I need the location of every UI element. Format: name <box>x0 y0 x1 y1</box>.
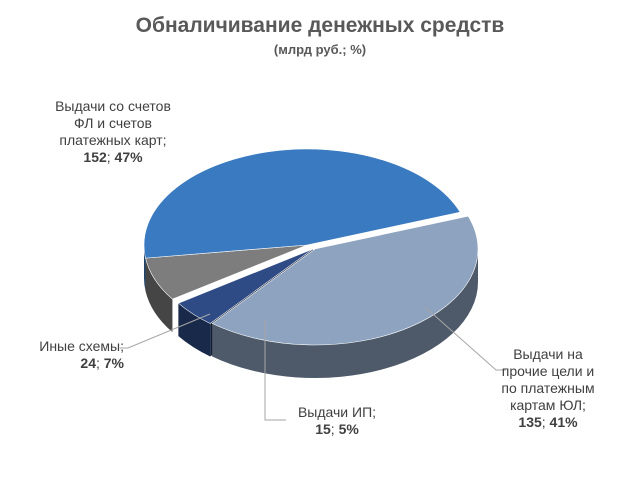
slice-label-line: платежных карт; <box>59 132 167 148</box>
slice-separator: ; <box>106 149 115 165</box>
slice-fl <box>143 148 461 259</box>
slice-label-line: по платежным <box>501 380 595 396</box>
slice-label-fl: Выдачи со счетов ФЛ и счетов платежных кар… <box>28 98 198 166</box>
slice-label-line: ФЛ и счетов <box>74 115 152 131</box>
slice-label-yl: Выдачи на прочие цели и по платежным картам… <box>478 346 618 431</box>
slice-value-line: 152; 47% <box>28 149 198 166</box>
slice-label-line: Выдачи на <box>513 346 583 362</box>
slice-value: 24 <box>80 355 96 371</box>
slice-value-line: 24; 7% <box>14 355 124 372</box>
slice-percent: 41% <box>549 414 578 430</box>
slice-label-other: Иные схемы; 24; 7% <box>14 338 124 372</box>
slice-yl <box>211 215 479 346</box>
slice-label-line: Выдачи ИП; <box>297 404 377 420</box>
slice-separator: ; <box>95 355 104 371</box>
slice-label-line: Иные схемы; <box>39 338 124 354</box>
leader-line-other <box>120 313 211 349</box>
chart-title: Обналичивание денежных средств <box>135 14 505 37</box>
slice-value: 152 <box>83 149 107 165</box>
slice-label-line: картам ЮЛ; <box>510 397 586 413</box>
chart-subtitle: (млрд руб.; %) <box>273 42 367 57</box>
slice-label-line: Выдачи со счетов <box>55 98 171 114</box>
slice-side-yl <box>212 249 478 379</box>
leader-line-ip <box>264 320 286 421</box>
slice-separator: ; <box>541 414 550 430</box>
slice-ip <box>177 248 314 324</box>
slice-label-ip: Выдачи ИП; 15; 5% <box>282 404 392 438</box>
slice-separator: ; <box>330 421 339 437</box>
slice-side-ip <box>178 303 211 357</box>
slice-side-other <box>145 258 173 333</box>
slice-value: 135 <box>518 414 542 430</box>
slice-value-line: 15; 5% <box>282 421 392 438</box>
leader-line-yl <box>424 306 506 371</box>
slice-percent: 5% <box>338 421 359 437</box>
slice-percent: 47% <box>114 149 143 165</box>
slice-value-line: 135; 41% <box>478 414 618 431</box>
slice-value: 15 <box>315 421 331 437</box>
slice-label-line: прочие цели и <box>501 363 595 379</box>
slice-percent: 7% <box>103 355 124 371</box>
